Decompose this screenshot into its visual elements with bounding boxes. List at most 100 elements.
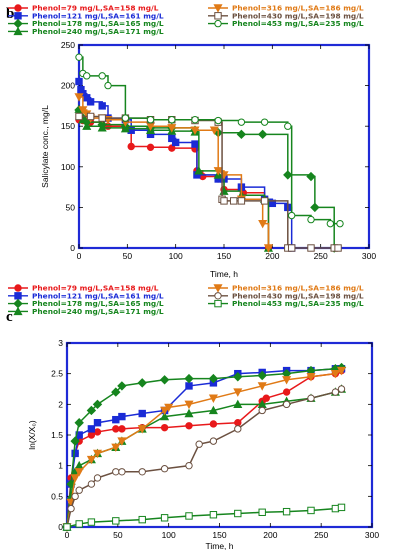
data-point bbox=[67, 504, 75, 513]
series bbox=[62, 366, 347, 532]
series bbox=[75, 53, 344, 228]
data-point bbox=[336, 366, 347, 376]
data-point bbox=[160, 514, 169, 522]
data-point bbox=[171, 138, 180, 147]
data-point bbox=[71, 492, 79, 501]
legend-label: Phenol=453 mg/L,SA=235 mg/L bbox=[232, 299, 364, 308]
data-point bbox=[82, 121, 92, 130]
series bbox=[63, 503, 346, 531]
data-point bbox=[194, 166, 204, 175]
data-point bbox=[63, 523, 71, 531]
x-tick-label: 150 bbox=[217, 251, 231, 261]
y-tick-label: 3 bbox=[58, 338, 63, 348]
legend-marker bbox=[214, 292, 222, 300]
data-point bbox=[97, 123, 107, 132]
data-point bbox=[118, 468, 126, 476]
legend-marker bbox=[14, 292, 22, 300]
legend-item: Phenol=79 mg/L,SA=158 mg/L bbox=[8, 284, 159, 293]
data-point bbox=[127, 142, 135, 151]
y-tick-label: 0 bbox=[58, 522, 63, 532]
data-point bbox=[326, 219, 335, 228]
data-point bbox=[213, 167, 223, 176]
data-point bbox=[229, 197, 238, 205]
data-point bbox=[282, 400, 291, 409]
data-point bbox=[257, 370, 267, 381]
data-point bbox=[233, 399, 243, 409]
data-point bbox=[98, 114, 106, 122]
x-tick-label: 300 bbox=[362, 251, 376, 261]
legend-label: Phenol=430 mg/L,SA=198 mg/L bbox=[232, 291, 364, 300]
data-point bbox=[257, 382, 267, 391]
data-point bbox=[112, 425, 120, 433]
data-point bbox=[282, 388, 291, 396]
x-tick-label: 100 bbox=[169, 251, 183, 261]
data-point bbox=[258, 508, 266, 516]
data-point bbox=[160, 411, 170, 421]
data-point bbox=[307, 215, 315, 224]
legend-marker bbox=[13, 18, 23, 29]
x-tick-label: 250 bbox=[314, 251, 328, 261]
data-point bbox=[75, 53, 83, 61]
y-tick-label: 100 bbox=[61, 162, 75, 172]
data-point bbox=[306, 171, 316, 182]
data-point bbox=[168, 144, 176, 152]
data-point bbox=[209, 420, 218, 428]
legend-marker bbox=[13, 306, 23, 316]
legend-label: Phenol=316 mg/L,SA=186 mg/L bbox=[232, 284, 364, 293]
data-point bbox=[282, 507, 291, 516]
data-point bbox=[146, 116, 155, 124]
data-point bbox=[260, 197, 269, 205]
data-point bbox=[306, 373, 316, 382]
legend-label: Phenol=79 mg/L,SA=158 mg/L bbox=[32, 284, 159, 293]
data-point bbox=[195, 440, 203, 448]
panel-letter: c bbox=[6, 309, 13, 325]
legend-marker bbox=[214, 19, 222, 28]
data-point bbox=[258, 406, 266, 415]
data-point bbox=[191, 140, 199, 148]
legend-item: Phenol=178 mg/L,SA=165 mg/L bbox=[8, 18, 164, 29]
plot-frame bbox=[65, 341, 374, 529]
data-point bbox=[93, 474, 102, 482]
data-point bbox=[112, 415, 120, 424]
legend-label: Phenol=240 mg/L,SA=171 mg/L bbox=[32, 27, 164, 36]
x-tick-label: 150 bbox=[212, 530, 226, 540]
data-point bbox=[75, 112, 83, 121]
series-line bbox=[79, 56, 340, 225]
data-point bbox=[262, 394, 270, 402]
data-point bbox=[337, 503, 346, 512]
data-point bbox=[112, 517, 120, 525]
data-point bbox=[220, 197, 228, 205]
data-point bbox=[214, 116, 222, 125]
data-point bbox=[87, 518, 96, 526]
series-line bbox=[66, 368, 342, 528]
series-line bbox=[66, 366, 342, 528]
legend-label: Phenol=178 mg/L,SA=165 mg/L bbox=[32, 19, 164, 28]
panel-letter: b bbox=[6, 6, 14, 22]
data-point bbox=[184, 373, 194, 384]
x-tick-label: 200 bbox=[263, 530, 277, 540]
legend-item: Phenol=240 mg/L,SA=171 mg/L bbox=[8, 26, 164, 36]
data-point bbox=[86, 455, 96, 465]
data-point bbox=[87, 431, 96, 439]
data-point bbox=[167, 124, 177, 133]
data-point bbox=[168, 134, 176, 143]
data-point bbox=[92, 399, 103, 410]
data-point bbox=[98, 72, 106, 80]
data-point bbox=[118, 425, 126, 433]
x-axis-label: Time, h bbox=[210, 269, 238, 279]
data-point bbox=[237, 118, 246, 126]
data-point bbox=[75, 486, 83, 494]
x-tick-label: 0 bbox=[65, 530, 70, 540]
data-point bbox=[208, 373, 219, 384]
data-point bbox=[287, 244, 296, 252]
x-tick-label: 200 bbox=[265, 251, 279, 261]
data-point bbox=[78, 106, 88, 115]
data-point bbox=[282, 376, 292, 385]
series-line bbox=[79, 80, 293, 248]
series-line bbox=[66, 388, 342, 528]
data-point bbox=[146, 143, 155, 152]
data-point bbox=[93, 419, 102, 427]
y-axis-label: Salicylate conc., mg/L bbox=[40, 105, 50, 188]
